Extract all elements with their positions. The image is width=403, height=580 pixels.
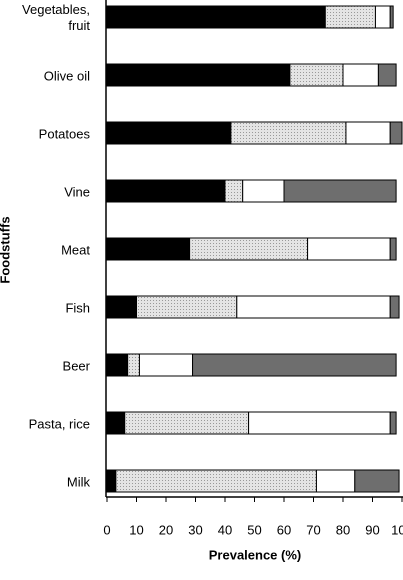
bar-segment	[115, 469, 317, 493]
x-tick-label: 10	[129, 522, 143, 537]
x-tick-label: 100	[391, 522, 403, 537]
bar-segment	[106, 63, 291, 87]
bar-segment	[106, 295, 137, 319]
bar-segment	[106, 469, 117, 493]
x-tick-label: 80	[336, 522, 350, 537]
bar-segment	[389, 5, 394, 29]
bar-segment	[106, 237, 191, 261]
x-tick-label: 70	[306, 522, 320, 537]
y-tick-label: Potatoes	[39, 126, 91, 141]
bar-segment	[189, 237, 309, 261]
bar-segment	[354, 469, 400, 493]
bar-segment	[283, 179, 397, 203]
y-axis-title: Foodstuffs	[0, 216, 12, 283]
bar-segment	[106, 5, 326, 29]
y-tick-label: Fish	[65, 300, 90, 315]
bar-segment	[106, 179, 226, 203]
bar-segment	[192, 353, 397, 377]
bar-segment	[389, 411, 397, 435]
bar-segment	[224, 179, 244, 203]
y-tick-label: Milk	[67, 474, 91, 489]
x-tick-label: 0	[103, 522, 110, 537]
x-tick-label: 90	[365, 522, 379, 537]
y-tick-label: Meat	[61, 242, 90, 257]
bar-segment	[248, 411, 391, 435]
bar-segment	[106, 121, 232, 145]
bar-segment	[136, 295, 238, 319]
y-tick-label: Beer	[63, 358, 91, 373]
y-tick-label: Olive oil	[44, 68, 90, 83]
x-tick-label: 20	[159, 522, 173, 537]
bar-segment	[230, 121, 347, 145]
x-tick-label: 30	[188, 522, 202, 537]
bar-segment	[374, 5, 391, 29]
bar-segment	[106, 353, 129, 377]
y-tick-label: Vegetables, fruit	[22, 2, 90, 33]
bar-segment	[389, 121, 403, 145]
bar-segment	[345, 121, 391, 145]
bar-segment	[127, 353, 140, 377]
bar-segment	[315, 469, 356, 493]
bar-segment	[307, 237, 391, 261]
x-tick-label: 40	[218, 522, 232, 537]
bar-segment	[389, 295, 400, 319]
bar-segment	[138, 353, 194, 377]
x-tick-label: 60	[277, 522, 291, 537]
bar-segment	[124, 411, 250, 435]
bar-segment	[324, 5, 376, 29]
bar-segment	[289, 63, 344, 87]
bar-segment	[342, 63, 379, 87]
y-tick-label: Pasta, rice	[29, 416, 90, 431]
bar-segment	[106, 411, 126, 435]
x-tick-label: 50	[247, 522, 261, 537]
bar-segment	[242, 179, 285, 203]
bar-segment	[236, 295, 391, 319]
x-axis-title: Prevalence (%)	[209, 547, 302, 562]
bar-segment	[389, 237, 397, 261]
y-tick-label: Vine	[64, 184, 90, 199]
bar-segment	[377, 63, 397, 87]
